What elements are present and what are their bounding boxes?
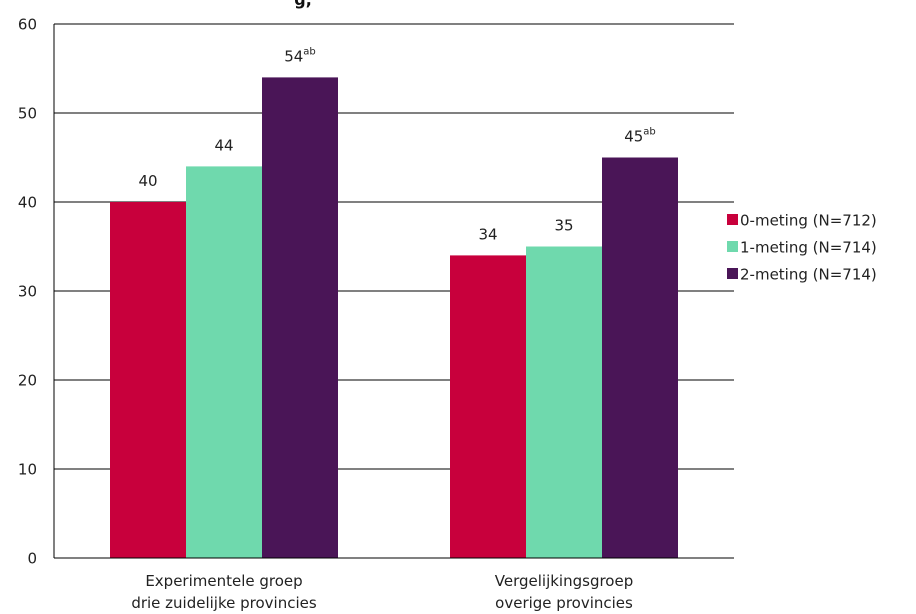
category-label: Experimentele groep [145, 572, 302, 590]
data-label: 45ab [624, 127, 656, 146]
category-label: drie zuidelijke provincies [131, 594, 317, 612]
data-label-superscript: ab [303, 46, 315, 57]
legend-label: 1-meting (N=714) [740, 238, 877, 256]
y-tick-label: 0 [27, 549, 37, 567]
bar [602, 157, 678, 558]
legend-swatch [727, 214, 738, 225]
legend-label: 0-meting (N=712) [740, 211, 877, 229]
data-label: 40 [138, 172, 157, 190]
legend-swatch [727, 268, 738, 279]
legend-label: 2-meting (N=714) [740, 265, 877, 283]
bars [110, 77, 678, 559]
y-tick-label: 50 [18, 104, 37, 122]
y-tick-label: 60 [18, 15, 37, 33]
y-tick-label: 30 [18, 282, 37, 300]
data-label: 44 [214, 136, 233, 154]
y-tick-label: 40 [18, 193, 37, 211]
bar [526, 246, 602, 558]
chart-title-fragment: g, [294, 0, 312, 9]
legend-swatch [727, 241, 738, 252]
y-tick-label: 10 [18, 460, 37, 478]
legend: 0-meting (N=712) 1-meting (N=714) 2-meting… [727, 211, 877, 283]
data-label: 54ab [284, 46, 316, 65]
category-label: Vergelijkingsgroep [495, 572, 633, 590]
category-labels: Experimentele groep drie zuidelijke provi… [131, 572, 633, 612]
bar [450, 255, 526, 558]
bar [186, 166, 262, 558]
data-label: 35 [554, 217, 573, 235]
bar [262, 77, 338, 559]
bar [110, 202, 186, 558]
data-label-superscript: ab [643, 127, 655, 138]
category-label: overige provincies [495, 594, 633, 612]
axes: 0 10 20 30 40 50 60 [18, 15, 734, 567]
data-label: 34 [478, 225, 497, 243]
y-tick-label: 20 [18, 371, 37, 389]
